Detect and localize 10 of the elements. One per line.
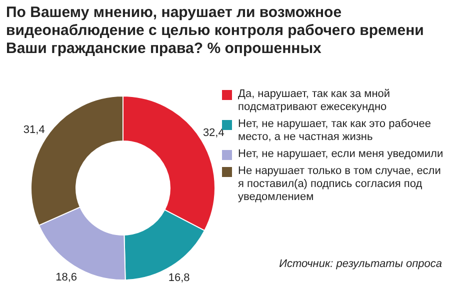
legend-label: Да, нарушает, так как за мной подсматривают ежесекундно bbox=[238, 88, 392, 114]
legend-label: Нет, не нарушает, если меня уведомили bbox=[238, 148, 444, 161]
data-label: 18,6 bbox=[56, 272, 78, 284]
legend-label: Нет, не нарушает, так как это рабочее место, а не частная жизнь bbox=[238, 118, 432, 144]
text: Источник: результаты опроса bbox=[279, 258, 442, 270]
chart-title: По Вашему мнению, нарушает ли возможное видеонаблюдение с целью контроля рабочего времени Ваши гражданские права? % опрошенных bbox=[6, 4, 425, 58]
data-label: 31,4 bbox=[23, 124, 45, 136]
data-label: 16,8 bbox=[168, 272, 190, 284]
data-label: 32,4 bbox=[202, 127, 224, 140]
legend-label: Не нарушает только в том случае, если я поставил(а) подпись согласия под уведомлением bbox=[238, 165, 442, 204]
